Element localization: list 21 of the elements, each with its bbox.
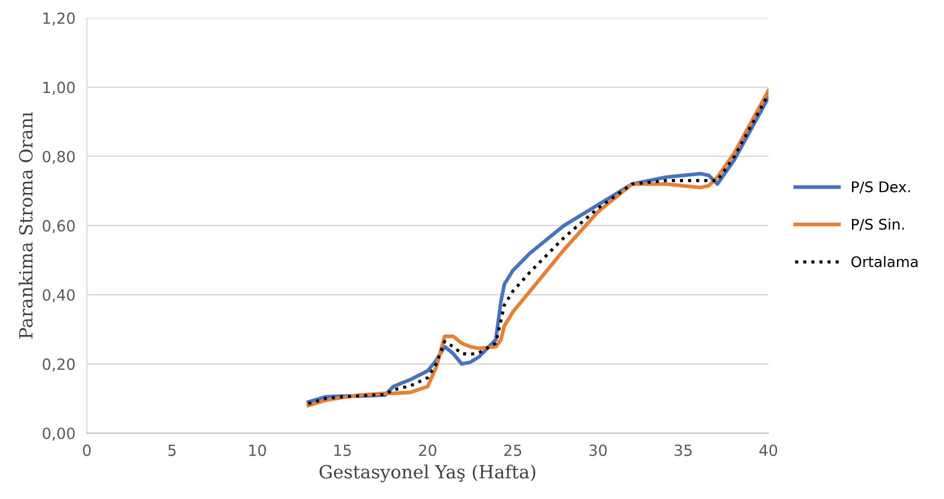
- y-tick-label: 0,40: [42, 289, 75, 302]
- y-tick-label: 0,00: [42, 428, 75, 441]
- x-tick-label: 0: [82, 444, 91, 456]
- x-tick-label: 15: [334, 444, 351, 456]
- y-axis-title: Parankima Stroma Oranı: [18, 112, 33, 338]
- x-tick-label: 5: [168, 444, 176, 456]
- x-tick-label: 35: [674, 444, 692, 456]
- x-tick-label: 20: [419, 444, 436, 456]
- x-tick-label: 30: [589, 444, 607, 456]
- y-tick-label: 1,00: [43, 82, 75, 95]
- x-tick-label: 25: [504, 444, 522, 456]
- y-tick-label: 0,20: [42, 358, 75, 372]
- y-tick-label: 0,60: [42, 220, 75, 234]
- legend-label: P/S Dex.: [852, 181, 910, 194]
- x-axis-title: Gestasyonel Yaş (Hafta): [320, 464, 536, 482]
- y-tick-label: 1,20: [43, 12, 75, 26]
- x-tick-label: 10: [249, 444, 266, 456]
- legend-label: Ortalama: [851, 256, 918, 268]
- legend-label: P/S Sin.: [852, 218, 904, 231]
- y-tick-label: 0,80: [42, 150, 75, 164]
- x-tick-label: 40: [759, 444, 778, 456]
